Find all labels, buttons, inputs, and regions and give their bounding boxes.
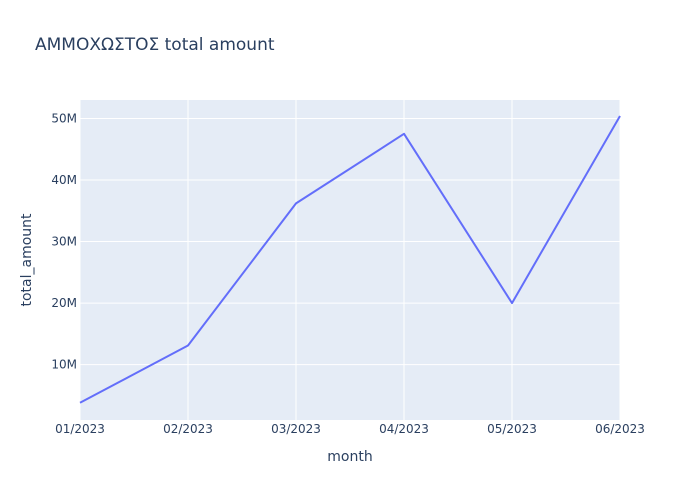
x-tick-label: 01/2023	[55, 422, 105, 436]
x-tick-label: 02/2023	[163, 422, 213, 436]
plot-background	[80, 100, 620, 420]
x-axis-ticks: 01/2023 02/2023 03/2023 04/2023 05/2023 06/20…	[55, 422, 645, 436]
x-tick-label: 04/2023	[379, 422, 429, 436]
y-tick-label: 50M	[51, 111, 77, 125]
x-tick-label: 05/2023	[487, 422, 537, 436]
x-tick-label: 03/2023	[271, 422, 321, 436]
grid-lines	[79, 100, 621, 420]
x-tick-label: 06/2023	[595, 422, 645, 436]
y-tick-label: 20M	[51, 296, 77, 310]
y-tick-label: 10M	[51, 358, 77, 372]
x-axis-title: month	[327, 449, 372, 465]
chart-title: ΑΜΜΟΧΩΣΤΟΣ total amount	[35, 35, 275, 55]
series-line	[79, 115, 621, 404]
y-tick-label: 40M	[51, 173, 77, 187]
series-layer	[79, 115, 621, 404]
y-axis-ticks: 10M 20M 30M 40M 50M	[51, 111, 77, 371]
y-axis-title: total_amount	[19, 213, 35, 307]
y-tick-label: 30M	[51, 235, 77, 249]
